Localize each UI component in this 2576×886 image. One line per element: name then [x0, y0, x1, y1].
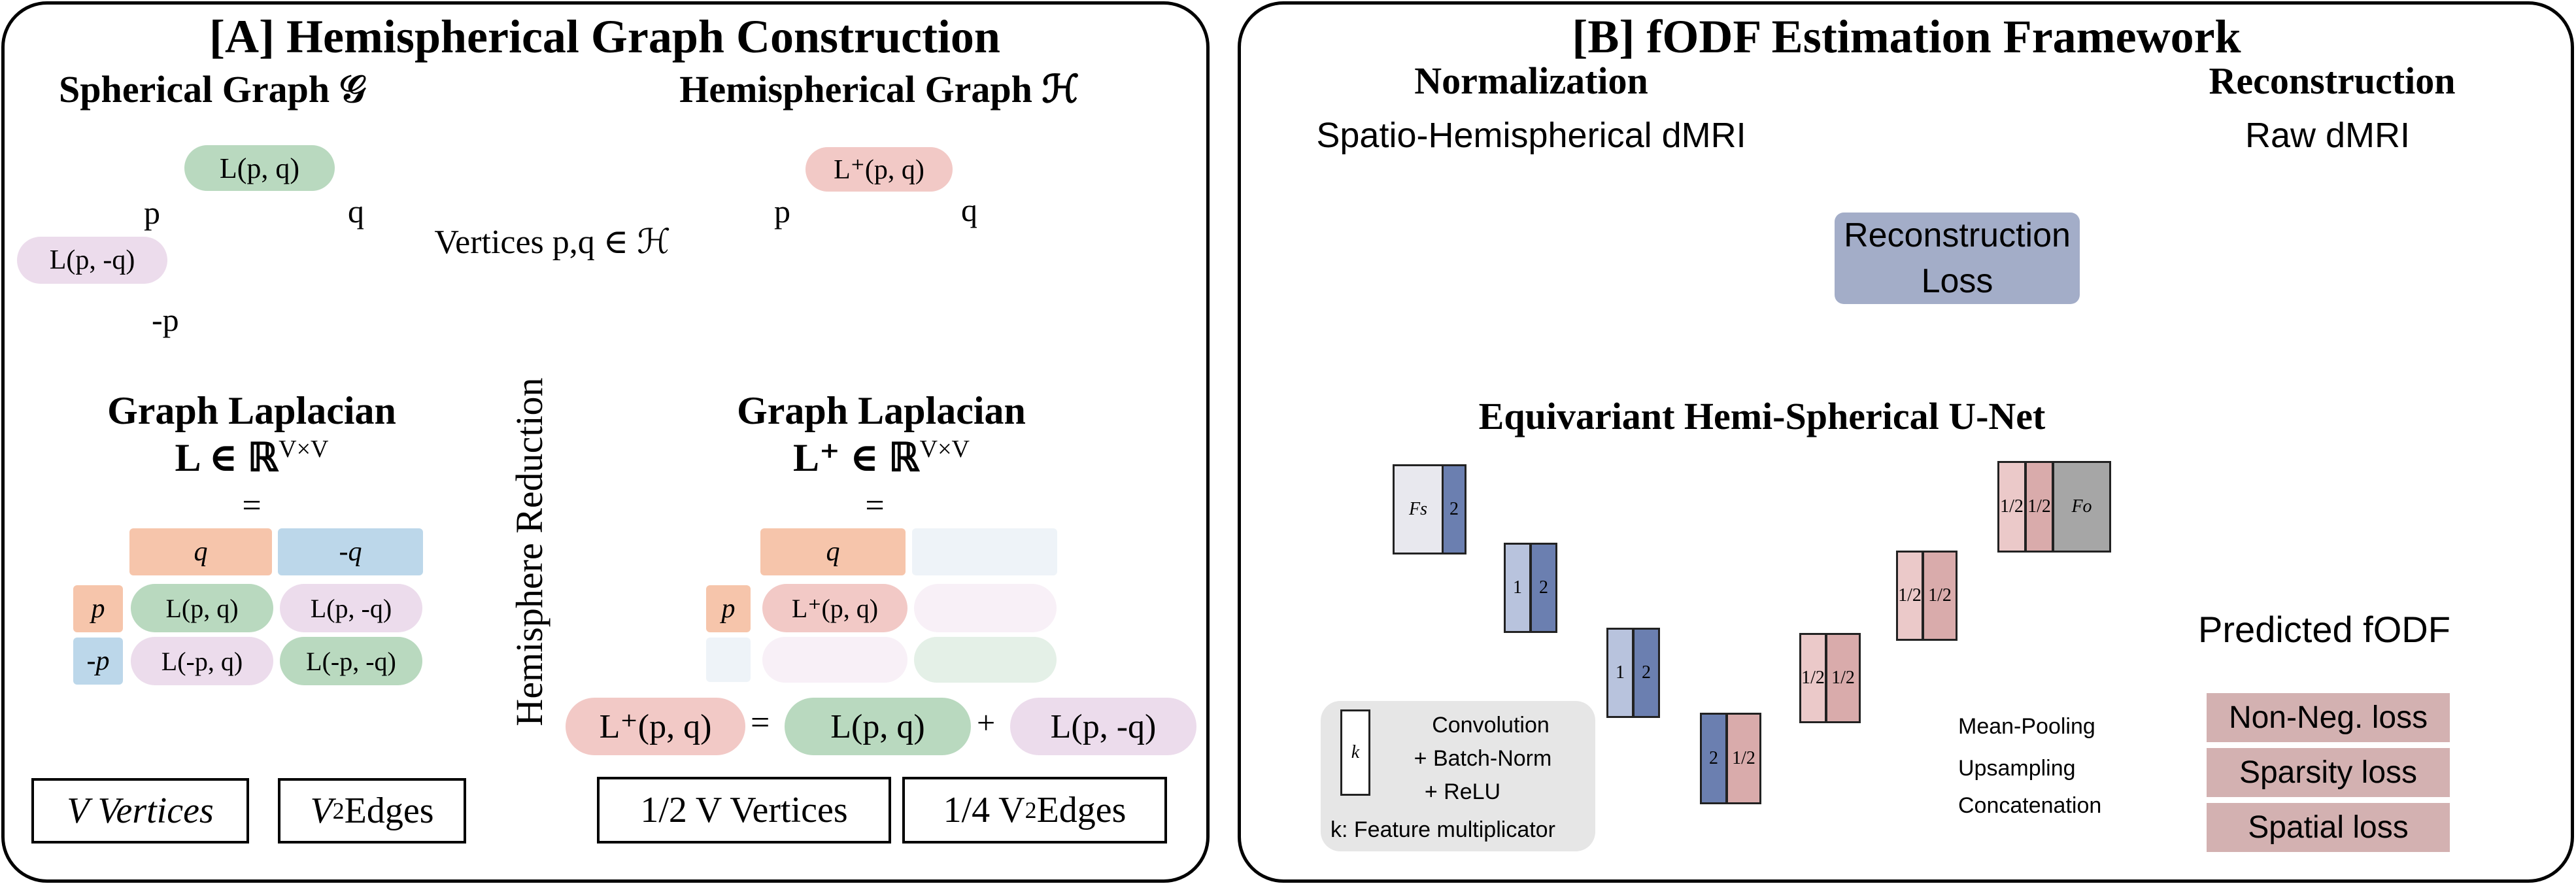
- unet-block-dec2a: 1/2: [1896, 551, 1924, 641]
- hemispherical-graph-title: Hemispherical Graph ℋ: [679, 68, 1079, 111]
- laplacian-formula: L ∈ ℝV×V: [175, 435, 329, 479]
- loss-non-neg: Non-Neg. loss: [2207, 693, 2450, 742]
- hemi-matrix-row-mp-faded: [706, 638, 751, 682]
- reconstruction-subtitle: Raw dMRI: [2245, 116, 2411, 155]
- vertices-label: Vertices p,q ∈ ℋ: [434, 224, 671, 261]
- unet-block-enc3a: 1: [1606, 628, 1634, 718]
- hemi-matrix-header-mq-faded: [912, 528, 1057, 575]
- normalization-subtitle: Spatio-Hemispherical dMRI: [1316, 116, 1746, 155]
- legend-feature-note: k: Feature multiplicator: [1330, 817, 1555, 842]
- hemi-matrix-cell-12-faded: [914, 584, 1057, 632]
- matrix-row-mp: -p: [73, 638, 123, 685]
- matrix-header-mq: -q: [278, 528, 423, 575]
- equation-term-1: L(p, q): [785, 698, 971, 755]
- panel-b-title: [B] fODF Estimation Framework: [1572, 10, 2241, 63]
- hemi-matrix-cell-11: L⁺(p, q): [762, 584, 907, 632]
- hemi-label-Lplus-pq: L⁺(p, q): [805, 147, 953, 192]
- sphere-vertex-mp: -p: [152, 301, 179, 338]
- legend-convolution: Convolution: [1432, 713, 1550, 738]
- predicted-fodf-label: Predicted fODF: [2198, 609, 2450, 650]
- equation-plus: +: [977, 704, 996, 741]
- hemi-matrix-cell-22-faded: [914, 637, 1057, 683]
- unet-block-enc3b: 2: [1633, 628, 1660, 718]
- matrix-cell-12: L(p, -q): [280, 584, 422, 632]
- unet-block-bottleneck-a: 2: [1700, 713, 1727, 804]
- sphere-label-L-pq: L(p, q): [184, 145, 335, 191]
- legend-relu: + ReLU: [1424, 779, 1501, 804]
- hemi-vertex-q: q: [961, 192, 977, 228]
- hemi-laplacian-formula: L⁺ ∈ ℝV×V: [793, 435, 970, 479]
- matrix-cell-21: L(-p, q): [131, 637, 273, 685]
- sphere-vertex-q: q: [348, 193, 364, 230]
- unet-block-fo: Fo: [2052, 461, 2111, 553]
- legend-k-block: k: [1340, 709, 1370, 796]
- unet-block-dec3a: 1/2: [1799, 633, 1827, 723]
- hemi-vertex-p: p: [774, 193, 790, 230]
- loss-sparsity: Sparsity loss: [2207, 748, 2450, 797]
- matrix-cell-22: L(-p, -q): [280, 637, 422, 685]
- unet-block-dec2b: 1/2: [1922, 551, 1957, 641]
- equals-a: =: [242, 487, 262, 524]
- hemi-matrix-header-q: q: [760, 528, 906, 575]
- panel-a-title: [A] Hemispherical Graph Construction: [209, 10, 1000, 63]
- legend-upsampling: Upsampling: [1958, 756, 2076, 781]
- box-v2-edges: V 2 Edges: [278, 778, 466, 843]
- matrix-row-p: p: [73, 585, 123, 632]
- unet-block-dec1b: 1/2: [2025, 461, 2054, 553]
- unet-block-enc2a: 1: [1504, 543, 1531, 633]
- box-v-vertices: V Vertices: [31, 778, 249, 843]
- unet-block-bottleneck-b: 1/2: [1726, 713, 1761, 804]
- reconstruction-title: Reconstruction: [2209, 60, 2456, 102]
- box-half-v-vertices: 1/2 V Vertices: [597, 777, 891, 843]
- equation-term-2: L(p, -q): [1010, 698, 1196, 755]
- legend-mean-pooling: Mean-Pooling: [1958, 714, 2095, 739]
- hemi-matrix-cell-21-faded: [762, 637, 907, 683]
- unet-block-enc2b: 2: [1530, 543, 1557, 633]
- unet-block-fs: Fs: [1393, 464, 1444, 554]
- matrix-cell-11: L(p, q): [131, 584, 273, 632]
- sphere-label-L-pmq: L(p, -q): [17, 237, 167, 284]
- box-quarter-v2-edges: 1/4 V 2 Edges: [902, 777, 1167, 843]
- hemisphere-reduction-label: Hemisphere Reduction: [508, 377, 551, 726]
- spherical-graph-title: Spherical Graph 𝒢: [59, 68, 366, 111]
- normalization-title: Normalization: [1414, 60, 1648, 102]
- sphere-vertex-p: p: [144, 194, 160, 231]
- legend-concatenation: Concatenation: [1958, 793, 2102, 818]
- equation-lhs: L⁺(p, q): [566, 698, 745, 755]
- legend-batchnorm: + Batch-Norm: [1414, 746, 1552, 771]
- hemi-graph-laplacian-title: Graph Laplacian: [737, 389, 1026, 432]
- matrix-header-q: q: [129, 528, 272, 575]
- unet-title: Equivariant Hemi-Spherical U-Net: [1478, 395, 2046, 437]
- unet-block-dec1a: 1/2: [1997, 461, 2026, 553]
- unet-block-enc1: 2: [1442, 464, 1466, 554]
- unet-block-dec3b: 1/2: [1825, 633, 1861, 723]
- reconstruction-loss-box: Reconstruction Loss: [1835, 213, 2080, 304]
- graph-laplacian-title: Graph Laplacian: [107, 389, 396, 432]
- equation-equals: =: [751, 704, 770, 741]
- hemi-matrix-row-p: p: [706, 585, 751, 632]
- loss-spatial: Spatial loss: [2207, 803, 2450, 852]
- equals-b: =: [865, 487, 885, 524]
